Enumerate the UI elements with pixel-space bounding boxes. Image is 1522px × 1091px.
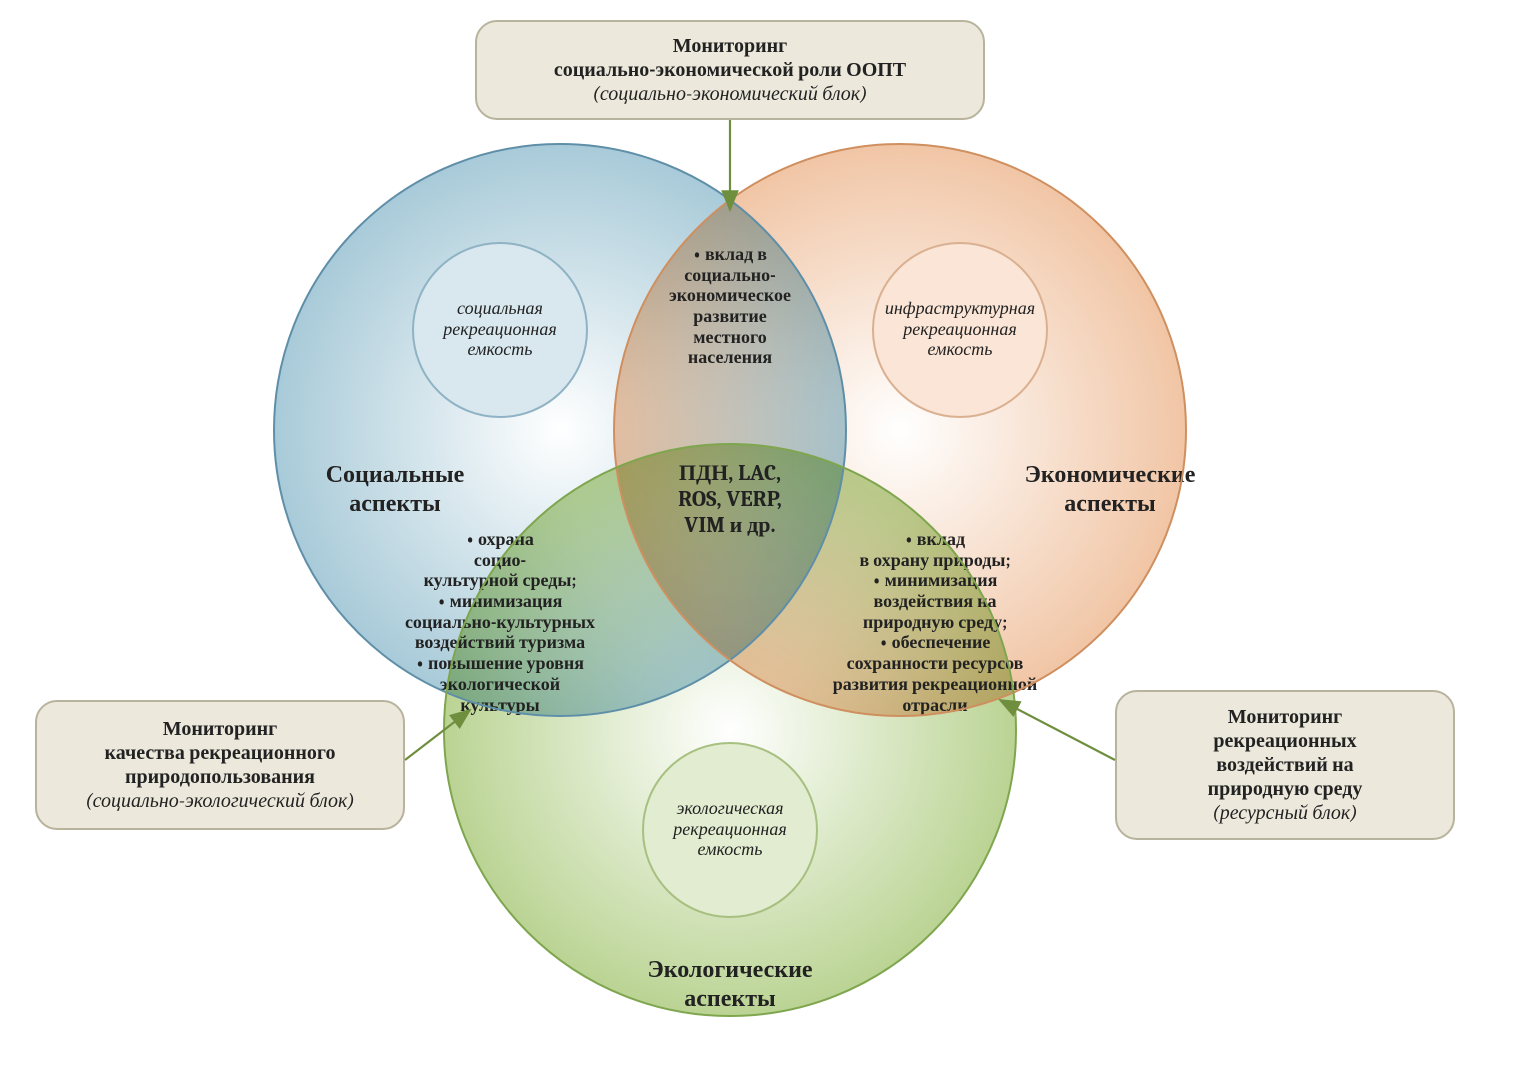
venn-label-ecological: Экологическиеаспекты [620, 955, 840, 1013]
inner-circle-economic: инфраструктурнаярекреационнаяемкость [872, 242, 1048, 418]
inner-label-ecological: экологическаярекреационнаяемкость [673, 799, 786, 861]
venn-region-left: • охранасоцио-культурной среды;• минимиз… [365, 530, 635, 716]
callout-left-title: Мониторингкачества рекреационногоприродо… [105, 717, 336, 789]
venn-label-economic: Экономическиеаспекты [1000, 460, 1220, 518]
callout-left: Мониторингкачества рекреационногоприродо… [35, 700, 405, 830]
venn-center-label: ПДН, LAC,ROS, VERP,VIM и др. [640, 460, 820, 538]
callout-right: Мониторингрекреационныхвоздействий напри… [1115, 690, 1455, 840]
callout-left-sub: (социально-экологический блок) [85, 789, 355, 813]
inner-circle-ecological: экологическаярекреационнаяемкость [642, 742, 818, 918]
inner-label-social: социальнаярекреационнаяемкость [443, 299, 556, 361]
venn-region-right: • вкладв охрану природы;• минимизациявоз… [790, 530, 1080, 716]
inner-circle-social: социальнаярекреационнаяемкость [412, 242, 588, 418]
callout-top-title: Мониторингсоциально-экономической роли О… [554, 34, 906, 82]
venn-label-social: Социальныеаспекты [285, 460, 505, 518]
venn-region-top: • вклад всоциально-экономическоеразвитие… [625, 245, 835, 369]
callout-right-title: Мониторингрекреационныхвоздействий напри… [1208, 705, 1363, 801]
callout-right-sub: (ресурсный блок) [1212, 801, 1357, 825]
callout-top: Мониторингсоциально-экономической роли О… [475, 20, 985, 120]
inner-label-economic: инфраструктурнаярекреационнаяемкость [885, 299, 1035, 361]
callout-top-sub: (социально-экономический блок) [592, 82, 867, 106]
diagram-stage: социальнаярекреационнаяемкость инфрастру… [0, 0, 1522, 1091]
